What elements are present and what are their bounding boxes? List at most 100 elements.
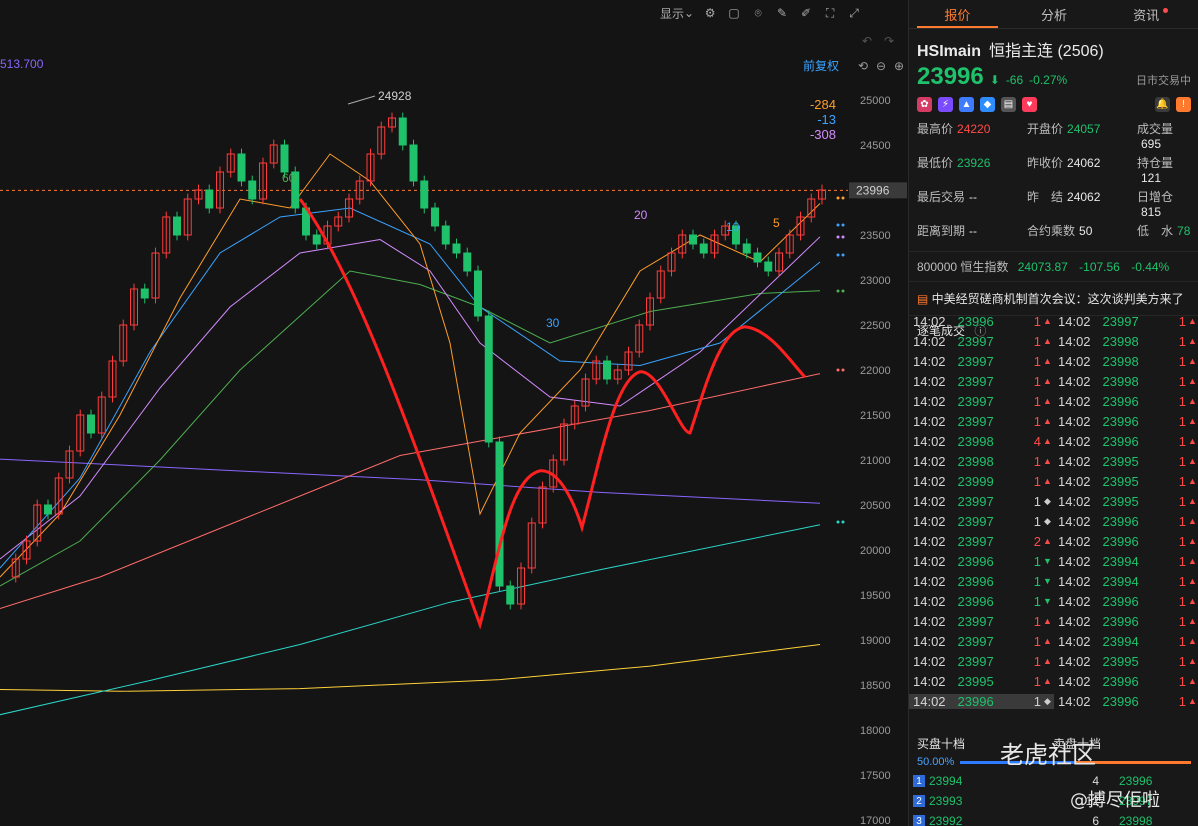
candle-body <box>603 360 611 380</box>
tab-quote[interactable]: 报价 <box>909 0 1006 28</box>
alert-icon[interactable]: ! <box>1176 97 1191 112</box>
down-arrow-icon: ▼ <box>1043 596 1052 606</box>
reset-icon[interactable]: ⟲ <box>858 59 868 73</box>
trade-volume: 1 <box>1033 593 1042 609</box>
orderbook-row[interactable]: 3 23992 6 23998 <box>909 811 1198 826</box>
trade-time: 14:02 <box>913 573 946 589</box>
trades-list[interactable]: 14:02 23996 1 ▲ 14:02 23997 1 ▲ 14:02 23997 1 ▲ 14:0… <box>909 311 1198 711</box>
edit-icon[interactable]: ✎ <box>777 6 788 20</box>
candle-body <box>162 216 171 254</box>
side-diff-label: -13 <box>817 112 836 127</box>
trade-time: 14:02 <box>1058 333 1091 349</box>
up-arrow-icon: ▲ <box>1188 616 1197 626</box>
trade-cell: 14:02 23997 2 ▲ <box>909 534 1054 549</box>
trade-time: 14:02 <box>913 633 946 649</box>
trade-cell: 14:02 23994 1 ▲ <box>1054 634 1198 649</box>
stat-item: 日增仓815 <box>1137 188 1197 219</box>
candle-body <box>355 180 364 200</box>
bid-volume: 6 <box>1092 814 1099 826</box>
trade-cell: 14:02 23995 1 ▲ <box>909 674 1054 689</box>
heart-icon[interactable]: ♥ <box>1022 97 1037 112</box>
candle-body <box>87 414 95 434</box>
tag-icon[interactable]: ◆ <box>980 97 995 112</box>
trade-row: 14:02 23996 1 ▼ 14:02 23994 1 ▲ <box>909 571 1198 591</box>
trade-time: 14:02 <box>1058 633 1091 649</box>
down-arrow-icon: ▼ <box>1043 556 1052 566</box>
up-arrow-icon: ▲ <box>1188 576 1197 586</box>
up-arrow-icon: ▲ <box>1043 536 1052 546</box>
doc-icon[interactable]: ▤ <box>1001 97 1016 112</box>
tab-news[interactable]: 资讯 <box>1102 0 1198 28</box>
trade-cell: 14:02 23997 1 ▲ <box>909 414 1054 429</box>
stat-value: 815 <box>1141 205 1162 219</box>
trade-price: 23998 <box>1102 373 1139 389</box>
level-index: 3 <box>913 815 925 826</box>
info-icon[interactable]: ⓘ <box>974 324 987 338</box>
neutral-icon: ◆ <box>1044 515 1051 526</box>
trade-cell: 14:02 23994 1 ▲ <box>1054 574 1198 589</box>
tab-analysis[interactable]: 分析 <box>1006 0 1103 28</box>
up-arrow-icon: ▲ <box>1188 516 1197 526</box>
candle-body <box>291 171 300 209</box>
trade-row: 14:02 23998 4 ▲ 14:02 23996 1 ▲ <box>909 431 1198 451</box>
trades-title: 逐笔成交 <box>917 324 966 338</box>
ma-end-dot <box>836 368 840 372</box>
fullscreen-icon[interactable]: ⛶ <box>825 5 835 20</box>
candle-body <box>119 324 128 362</box>
up-arrow-icon: ▲ <box>1188 356 1197 366</box>
settings-icon[interactable]: ⚙ <box>704 6 716 20</box>
candle-body <box>226 153 235 173</box>
stat-value: 695 <box>1141 137 1162 151</box>
ma-label: 20 <box>634 208 648 222</box>
candle-body <box>388 117 396 128</box>
drawn-annotation-curve <box>298 198 807 630</box>
candlestick-chart[interactable]: 2500024500240002350023000225002200021500… <box>0 0 908 826</box>
trade-time: 14:02 <box>913 693 946 709</box>
orderbook-row[interactable]: 2 23993 12 23997 <box>909 791 1198 811</box>
display-menu[interactable]: 显示 ⌄ <box>660 6 695 21</box>
chart-icon[interactable]: ▲ <box>959 97 974 112</box>
candle-body <box>775 252 783 272</box>
trade-price: 23994 <box>1102 633 1139 649</box>
flower-icon[interactable]: ✿ <box>917 97 932 112</box>
y-tick-label: 17500 <box>860 770 891 782</box>
trade-row: 14:02 23995 1 ▲ 14:02 23996 1 ▲ <box>909 671 1198 691</box>
trade-cell: 14:02 23995 1 ▲ <box>1054 494 1198 509</box>
trade-volume: 1 <box>1178 513 1187 529</box>
y-tick-label: 18500 <box>860 680 891 692</box>
news-ticker[interactable]: ▤ 中美经贸磋商机制首次会议：这次谈判美方来了 <box>909 281 1198 315</box>
candle-body <box>151 252 160 299</box>
up-arrow-icon: ▲ <box>1043 616 1052 626</box>
up-arrow-icon: ▲ <box>1188 416 1197 426</box>
trade-volume: 1 <box>1033 473 1042 489</box>
trade-time: 14:02 <box>913 553 946 569</box>
candle-body <box>495 441 504 587</box>
candle-body <box>452 243 461 254</box>
zoom-in-icon[interactable]: ⊕ <box>894 59 904 73</box>
chart-area[interactable]: 2500024500240002350023000225002200021500… <box>0 0 908 826</box>
trade-time: 14:02 <box>1058 493 1091 509</box>
up-arrow-icon: ▲ <box>1188 676 1197 686</box>
index-code: 800000 <box>917 260 958 274</box>
expand-icon[interactable]: ⤢ <box>849 5 859 20</box>
trade-volume: 1 <box>1033 373 1042 389</box>
zoom-out-icon[interactable]: ⊖ <box>876 59 886 73</box>
candle-body <box>130 288 138 326</box>
symbol-code: HSImain <box>917 43 982 60</box>
bell-icon[interactable]: 🔔 <box>1155 97 1170 112</box>
up-arrow-icon: ▲ <box>1188 376 1197 386</box>
lightning-icon[interactable]: ⚡ <box>938 97 953 112</box>
camera-icon[interactable]: ⌾ <box>754 5 762 20</box>
layout-icon[interactable]: ▢ <box>728 6 740 20</box>
level-index: 1 <box>913 775 925 787</box>
ma10-line <box>0 207 821 569</box>
trade-price: 23998 <box>1102 333 1139 349</box>
orderbook-row[interactable]: 1 23994 4 23996 <box>909 771 1198 791</box>
index-row[interactable]: 800000 恒生指数 24073.87 -107.56 -0.44% <box>909 251 1198 281</box>
candle-body <box>517 567 525 605</box>
candle-body <box>398 117 407 146</box>
pen-icon[interactable]: ✐ <box>801 6 812 20</box>
candle-body <box>742 243 751 254</box>
candle-body <box>205 189 214 209</box>
up-arrow-icon: ▲ <box>1188 456 1197 466</box>
